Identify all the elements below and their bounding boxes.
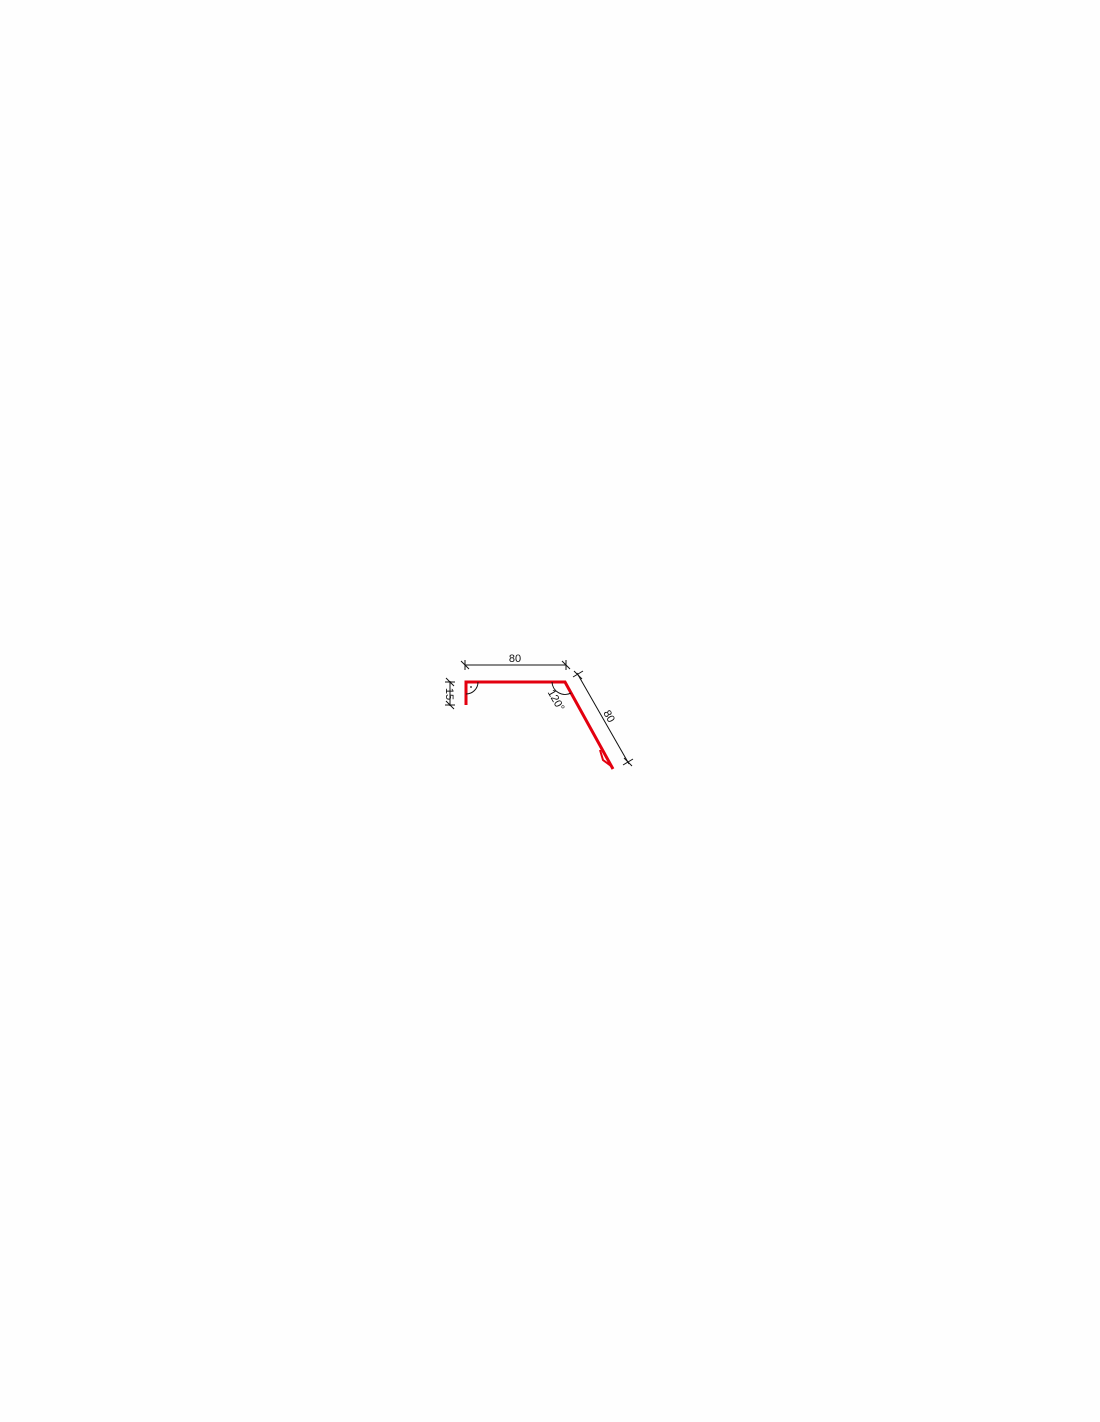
bend-angle-arc bbox=[551, 681, 572, 695]
bend-angle-label: 120° bbox=[545, 688, 567, 714]
dimension-diagonal-label: 80 bbox=[600, 708, 617, 725]
profile-outline bbox=[464, 680, 615, 770]
right-angle-dot bbox=[470, 686, 472, 688]
dimension-top-label: 80 bbox=[509, 653, 521, 665]
dimension-top bbox=[460, 660, 571, 670]
dimension-diagonal bbox=[572, 670, 634, 767]
dimension-left-label: 15 bbox=[443, 688, 455, 700]
profile-hem bbox=[599, 749, 612, 767]
right-angle-arc bbox=[465, 681, 479, 695]
dimension-left bbox=[445, 677, 455, 710]
